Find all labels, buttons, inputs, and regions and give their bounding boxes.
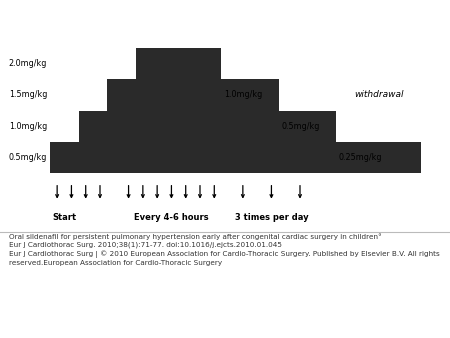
Bar [107,79,136,173]
Bar [79,111,107,173]
Bar [136,48,221,173]
Text: 0.5mg/kg: 0.5mg/kg [9,153,47,162]
Text: Oral sildenafil for persistent pulmonary hypertension early after congenital car: Oral sildenafil for persistent pulmonary… [9,233,440,266]
Text: 0.5mg/kg: 0.5mg/kg [281,122,320,131]
Text: 1.0mg/kg: 1.0mg/kg [224,90,262,99]
Bar [279,111,336,173]
Text: Every 4-6 hours: Every 4-6 hours [134,213,209,222]
Bar [336,142,422,173]
Text: Start: Start [52,213,76,222]
Text: 1.0mg/kg: 1.0mg/kg [9,122,47,131]
Bar [50,142,79,173]
Text: withdrawal: withdrawal [354,90,403,99]
Text: 0.25mg/kg: 0.25mg/kg [338,153,382,162]
Text: 1.5mg/kg: 1.5mg/kg [9,90,47,99]
Text: 3 times per day: 3 times per day [234,213,308,222]
Text: 2.0mg/kg: 2.0mg/kg [9,59,47,68]
Bar [221,79,279,173]
